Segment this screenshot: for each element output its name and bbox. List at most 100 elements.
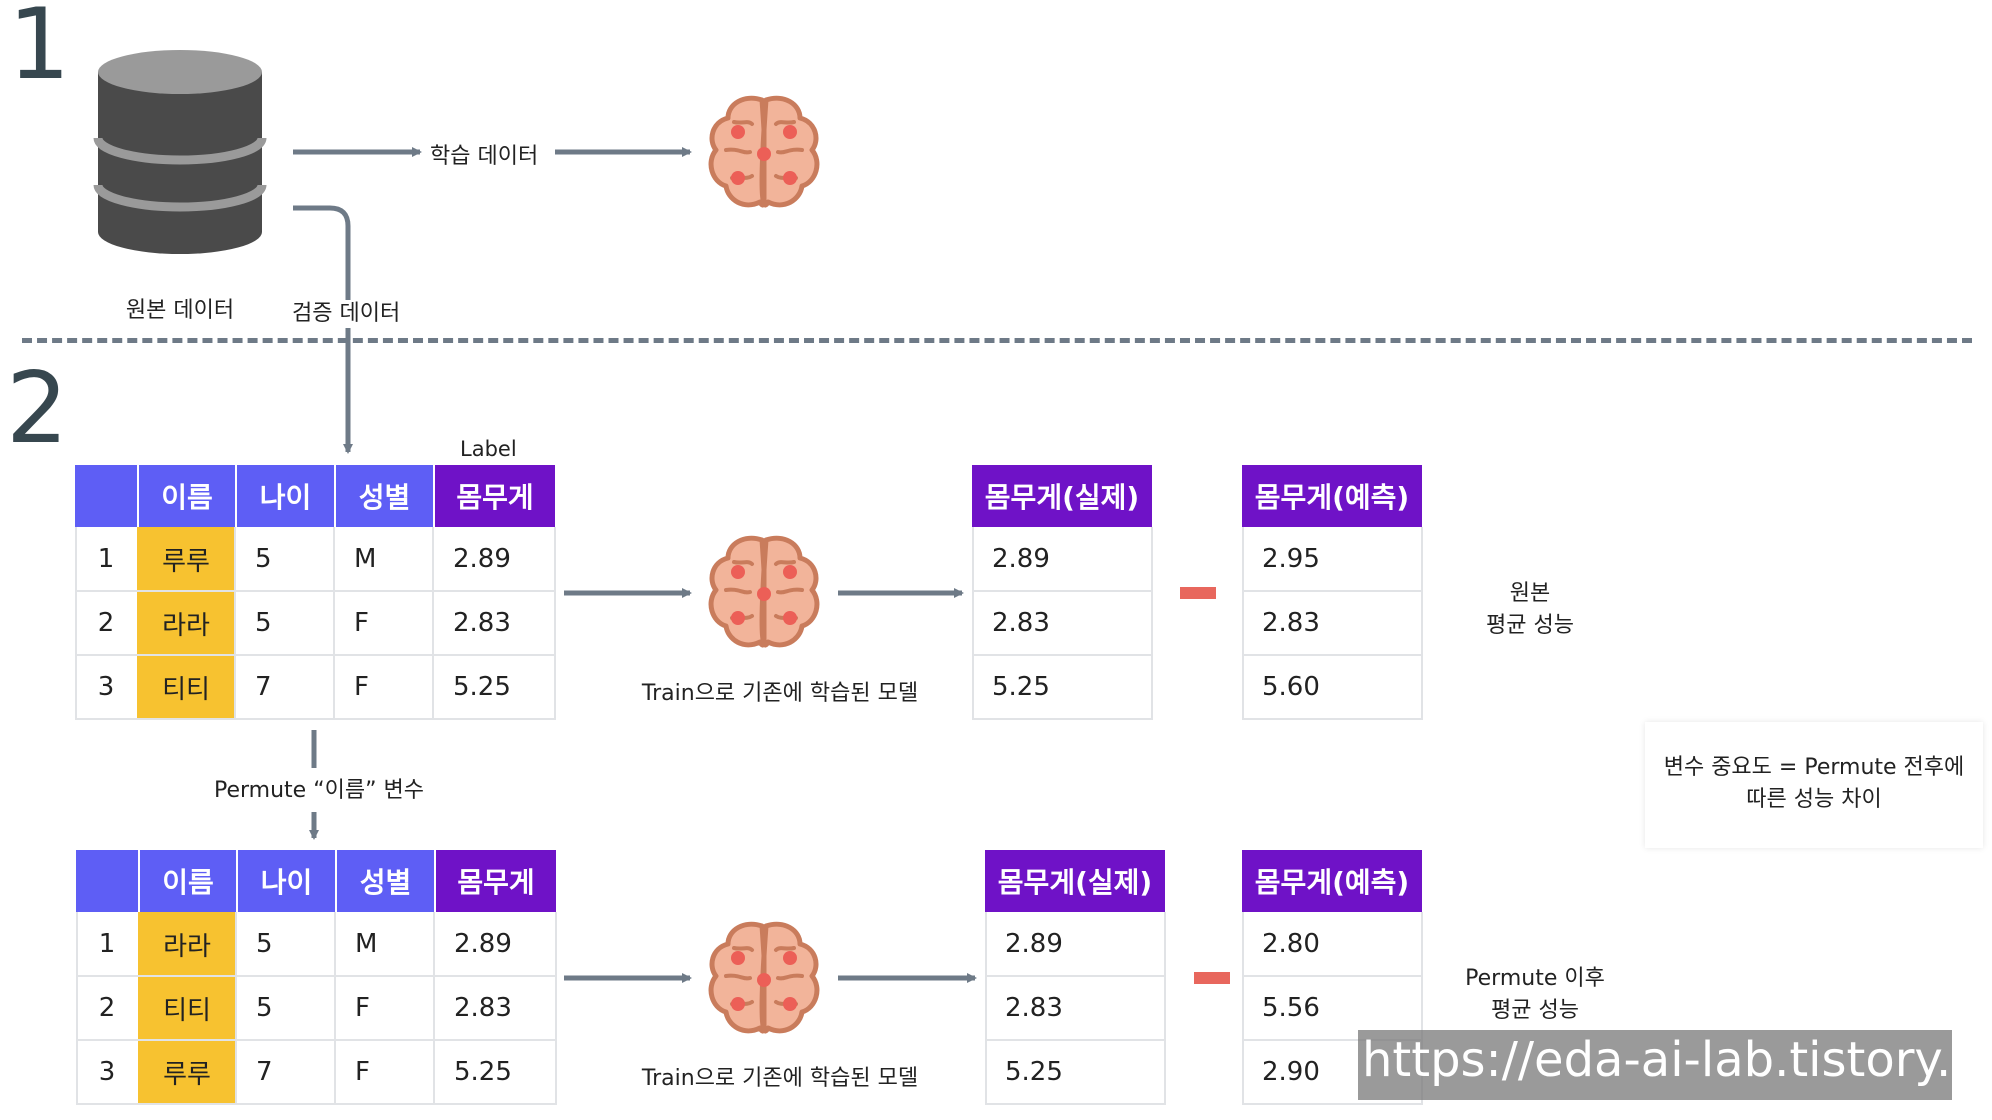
table-gridline xyxy=(75,718,555,720)
importance-note: 변수 중요도 = Permute 전후에 따른 성능 차이 xyxy=(1645,752,1983,816)
table-header-name: 이름 xyxy=(138,850,236,912)
table-gridline xyxy=(985,975,1165,977)
weight-cell: 2.83 xyxy=(434,976,556,1040)
row-index: 2 xyxy=(76,976,138,1040)
table-gridline xyxy=(432,527,434,720)
table-gridline xyxy=(1242,527,1244,720)
predicted-weight-cell: 5.56 xyxy=(1242,976,1422,1040)
name-cell: 라라 xyxy=(137,591,235,655)
watermark-text: https://eda-ai-lab.tistory.com xyxy=(1362,1032,1992,1088)
caption-line: Permute 이후 xyxy=(1465,966,1605,991)
note-line: 변수 중요도 = Permute 전후에 xyxy=(1663,755,1965,780)
table-gridline xyxy=(1421,912,1423,1105)
table-gridline xyxy=(1242,718,1422,720)
note-line: 따른 성능 차이 xyxy=(1746,787,1882,812)
section-number-1: 1 xyxy=(8,0,71,102)
permuted-performance-caption: Permute 이후 평균 성능 xyxy=(1440,963,1630,1027)
actual-weight-cell: 2.83 xyxy=(985,976,1165,1040)
name-cell: 라라 xyxy=(138,912,236,976)
table-gridline xyxy=(1242,975,1422,977)
table-gridline xyxy=(433,912,435,1105)
model-caption: Train으로 기존에 학습된 모델 xyxy=(641,1066,919,1091)
original-performance-caption: 원본 평균 성능 xyxy=(1460,578,1600,642)
age-cell: 5 xyxy=(235,527,334,591)
table-header-weight: 몸무게 xyxy=(433,465,555,527)
actual-weight-cell: 2.83 xyxy=(972,591,1152,655)
sex-cell: M xyxy=(334,527,433,591)
table-header-age: 나이 xyxy=(235,465,334,527)
sex-cell: F xyxy=(334,655,433,719)
table-gridline xyxy=(76,1039,556,1041)
table-gridline xyxy=(76,975,556,977)
row-index: 1 xyxy=(75,527,137,591)
label-caption: Label xyxy=(460,437,517,461)
table-gridline xyxy=(75,527,77,720)
db-label: 원본 데이터 xyxy=(125,298,235,323)
weight-cell: 2.83 xyxy=(433,591,555,655)
actual-weight-header: 몸무게(실제) xyxy=(985,850,1165,912)
name-cell: 티티 xyxy=(138,976,236,1040)
table-gridline xyxy=(972,527,974,720)
table-header-sex: 성별 xyxy=(334,465,433,527)
minus-icon xyxy=(1180,587,1216,599)
table-gridline xyxy=(985,1103,1165,1105)
table-gridline xyxy=(972,654,1152,656)
table-gridline xyxy=(985,1039,1165,1041)
predicted-weight-header: 몸무게(예측) xyxy=(1242,850,1422,912)
table-gridline xyxy=(1151,527,1153,720)
table-gridline xyxy=(1242,912,1244,1105)
table-gridline xyxy=(76,912,78,1105)
train-data-label: 학습 데이터 xyxy=(430,144,539,169)
table-header-weight: 몸무게 xyxy=(434,850,556,912)
sex-cell: F xyxy=(335,976,434,1040)
name-cell: 루루 xyxy=(138,1040,236,1104)
table-header-sex: 성별 xyxy=(335,850,434,912)
table-header-age: 나이 xyxy=(236,850,335,912)
watermark: https://eda-ai-lab.tistory.com xyxy=(1358,1030,1992,1100)
name-cell: 티티 xyxy=(137,655,235,719)
table-gridline xyxy=(985,912,987,1105)
actual-weight-cell: 5.25 xyxy=(985,1040,1165,1104)
row-index: 2 xyxy=(75,591,137,655)
actual-weight-cell: 2.89 xyxy=(972,527,1152,591)
table-gridline xyxy=(75,590,555,592)
predicted-weight-cell: 2.80 xyxy=(1242,912,1422,976)
sex-cell: F xyxy=(335,1040,434,1104)
table-gridline xyxy=(1242,1039,1422,1041)
brain-icon xyxy=(711,924,817,1031)
table-gridline xyxy=(1242,1103,1422,1105)
model-caption: Train으로 기존에 학습된 모델 xyxy=(641,681,919,706)
sex-cell: M xyxy=(335,912,434,976)
predicted-weight-header: 몸무게(예측) xyxy=(1242,465,1422,527)
table-gridline xyxy=(554,527,556,720)
predicted-weight-cell: 2.95 xyxy=(1242,527,1422,591)
table-header-index xyxy=(76,850,138,912)
table-gridline xyxy=(972,590,1152,592)
weight-cell: 5.25 xyxy=(433,655,555,719)
importance-note-box xyxy=(1645,722,1983,848)
actual-weight-header: 몸무게(실제) xyxy=(972,465,1152,527)
age-cell: 7 xyxy=(236,1040,335,1104)
brain-icon xyxy=(711,98,817,205)
caption-line: 평균 성능 xyxy=(1491,998,1579,1023)
caption-line: 평균 성능 xyxy=(1486,613,1574,638)
weight-cell: 2.89 xyxy=(434,912,556,976)
predicted-weight-cell: 5.60 xyxy=(1242,655,1422,719)
table-gridline xyxy=(75,654,555,656)
age-cell: 5 xyxy=(235,591,334,655)
validation-data-label: 검증 데이터 xyxy=(292,301,401,326)
table-gridline xyxy=(76,1103,556,1105)
sex-cell: F xyxy=(334,591,433,655)
table-gridline xyxy=(1164,912,1166,1105)
database-icon xyxy=(93,50,267,254)
name-cell: 루루 xyxy=(137,527,235,591)
actual-weight-cell: 2.89 xyxy=(985,912,1165,976)
table-gridline xyxy=(1421,527,1423,720)
table-gridline xyxy=(235,912,237,1105)
table-gridline xyxy=(234,527,236,720)
table-header-name: 이름 xyxy=(137,465,235,527)
actual-weight-cell: 5.25 xyxy=(972,655,1152,719)
table-gridline xyxy=(972,718,1152,720)
age-cell: 5 xyxy=(236,976,335,1040)
